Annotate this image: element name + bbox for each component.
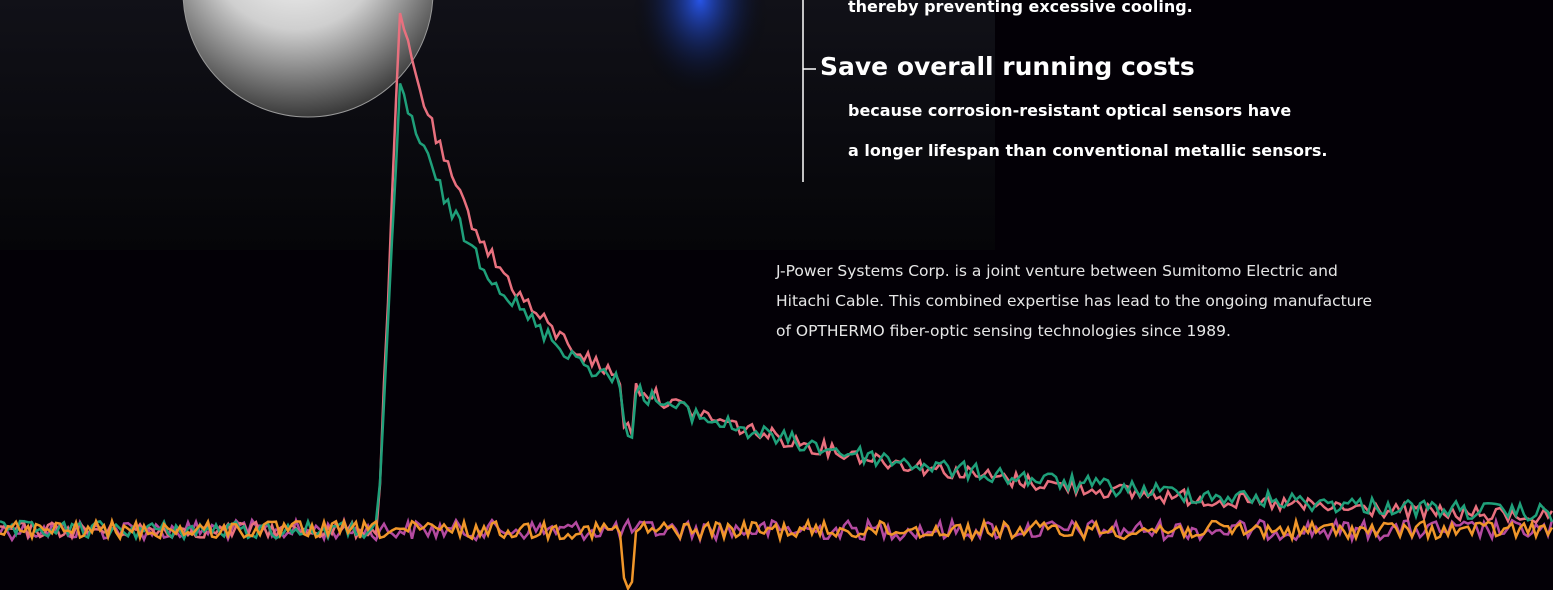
about-line: Hitachi Cable. This combined expertise h… (776, 292, 1372, 310)
bullet-line: a longer lifespan than conventional meta… (848, 141, 1327, 160)
top-text: thereby preventing excessive cooling. (848, 0, 1193, 16)
bullet-heading: Save overall running costs (820, 52, 1195, 81)
page: thereby preventing excessive cooling. Sa… (0, 0, 1553, 590)
panel (0, 0, 995, 250)
about-line: J-Power Systems Corp. is a joint venture… (776, 262, 1338, 280)
about-line: of OPTHERMO fiber-optic sensing technolo… (776, 322, 1231, 340)
bullet-line: because corrosion-resistant optical sens… (848, 101, 1291, 120)
